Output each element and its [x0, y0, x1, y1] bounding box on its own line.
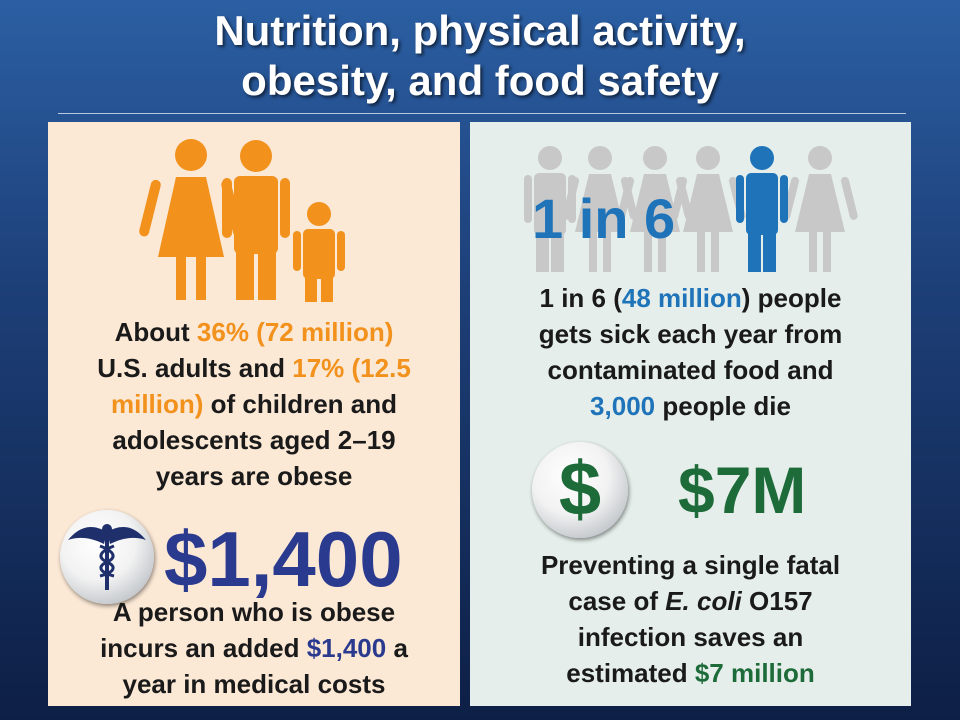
savings-text: Preventing a single fatal case of E. col… [470, 547, 911, 691]
food-line-3: contaminated food and [547, 355, 834, 385]
obesity-panel: About 36% (72 million) U.S. adults and 1… [48, 122, 460, 706]
savings-line-4a: estimated [566, 658, 695, 688]
savings-value: $7M [678, 453, 807, 527]
obesity-line-3a: million) [110, 389, 204, 419]
title-divider [58, 113, 906, 114]
obesity-line-2a: U.S. adults and [97, 353, 293, 383]
food-line-1c: ) people [741, 283, 842, 313]
food-stat-sick: 48 million [621, 283, 742, 313]
savings-line-2c: O157 [741, 586, 813, 616]
cost-line-2b: $1,400 [306, 633, 387, 663]
food-line-4b: people die [655, 391, 791, 421]
savings-line-3: infection saves an [577, 622, 804, 652]
ratio-label: 1 in 6 [532, 187, 676, 250]
food-line-4: 3,000 people die [470, 388, 911, 424]
food-stat-deaths: 3,000 [590, 391, 656, 421]
obesity-stat-children: 17% (12.5 [292, 353, 411, 383]
cost-line-2a: incurs an added [100, 633, 307, 663]
obesity-line-1a: About [114, 317, 197, 347]
food-line-1: 1 in 6 (48 million) people [470, 280, 911, 316]
food-line-2: gets sick each year from [538, 319, 843, 349]
cost-text: A person who is obese incurs an added $1… [48, 594, 460, 702]
obesity-text: About 36% (72 million) U.S. adults and 1… [48, 314, 460, 494]
page-title: Nutrition, physical activity, obesity, a… [0, 6, 960, 106]
title-line-2: obesity, and food safety [241, 57, 719, 104]
obesity-line-4: adolescents aged 2–19 [112, 425, 396, 455]
obesity-line-2: U.S. adults and 17% (12.5 [48, 350, 460, 386]
obesity-line-1: About 36% (72 million) [48, 314, 460, 350]
title-line-1: Nutrition, physical activity, [214, 7, 746, 54]
cost-value: $1,400 [164, 515, 403, 603]
food-line-1a: 1 in 6 ( [539, 283, 622, 313]
obesity-line-3: million) of children and [48, 386, 460, 422]
savings-amount: $7 million [694, 658, 815, 688]
obesity-line-3b: of children and [203, 389, 397, 419]
obesity-stat-adults: 36% (72 million) [196, 317, 394, 347]
caduceus-badge [60, 510, 154, 604]
dollar-badge: $ [532, 442, 628, 538]
savings-line-2a: case of [568, 586, 666, 616]
cost-line-2: incurs an added $1,400 a [48, 630, 460, 666]
family-icon [139, 139, 345, 302]
cost-line-1: A person who is obese [112, 597, 396, 627]
cost-line-3: year in medical costs [122, 669, 386, 699]
caduceus-icon [68, 524, 146, 590]
dollar-icon: $ [558, 447, 602, 532]
cost-line-2c: a [386, 633, 408, 663]
food-illness-text: 1 in 6 (48 million) people gets sick eac… [470, 280, 911, 424]
obesity-line-5: years are obese [155, 461, 353, 491]
food-safety-panel: 1 in 6 1 in 6 (48 million) people gets s… [470, 122, 911, 706]
savings-line-2: case of E. coli O157 [470, 583, 911, 619]
savings-line-4: estimated $7 million [470, 655, 911, 691]
savings-line-1: Preventing a single fatal [540, 550, 841, 580]
savings-ecoli: E. coli [665, 586, 742, 616]
